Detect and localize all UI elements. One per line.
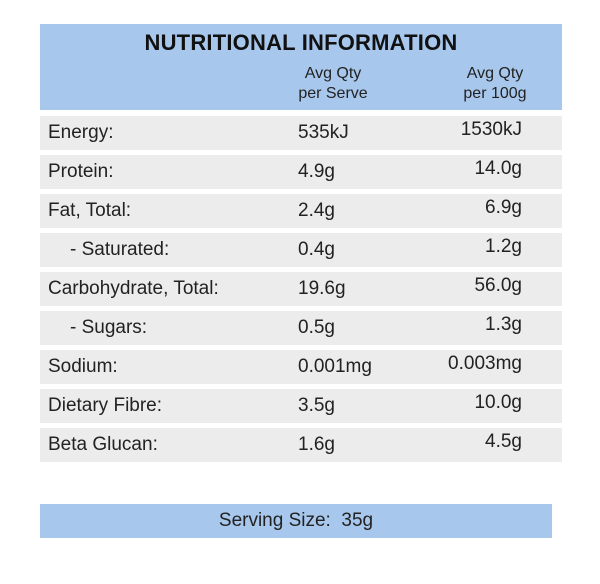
nutrient-label: Carbohydrate, Total: <box>48 278 219 299</box>
table-row: Beta Glucan: 1.6g 4.5g <box>40 428 562 462</box>
per-serve-value: 2.4g <box>298 200 335 221</box>
per-serve-value: 1.6g <box>298 434 335 455</box>
nutrient-label: Fat, Total: <box>48 200 132 221</box>
table-row: Sodium: 0.001mg 0.003mg <box>40 350 562 384</box>
column-header-per-100g: Avg Qty per 100g <box>442 64 548 104</box>
table-row: Fat, Total: 2.4g 6.9g <box>40 194 562 228</box>
per-serve-value: 535kJ <box>298 122 349 143</box>
per-serve-value: 0.5g <box>298 317 335 338</box>
panel-title: NUTRITIONAL INFORMATION <box>144 30 458 55</box>
serving-size-text: Serving Size: 35g <box>218 510 374 531</box>
nutrition-rows: Energy: 535kJ 1530kJ Protein: 4.9g 14.0g… <box>40 116 562 462</box>
table-row: - Sugars: 0.5g 1.3g <box>40 311 562 345</box>
table-row: Dietary Fibre: 3.5g 10.0g <box>40 389 562 423</box>
per-100g-value: 56.0g <box>474 275 522 296</box>
serving-size-bar: Serving Size: 35g <box>40 504 552 538</box>
nutrition-header: NUTRITIONAL INFORMATION Avg Qty per Serv… <box>40 24 562 110</box>
nutrient-label: Beta Glucan: <box>48 434 158 455</box>
nutrient-label: - Sugars: <box>70 317 148 338</box>
per-serve-value: 0.4g <box>298 239 335 260</box>
per-100g-value: 0.003mg <box>448 353 522 374</box>
nutrient-label: - Saturated: <box>70 239 170 260</box>
table-row: Protein: 4.9g 14.0g <box>40 155 562 189</box>
column-header-per-100g-line1: Avg Qty <box>466 65 524 82</box>
nutrient-label: Energy: <box>48 122 114 143</box>
nutrition-panel: NUTRITIONAL INFORMATION Avg Qty per Serv… <box>40 24 562 467</box>
column-header-per-serve-line1: Avg Qty <box>304 65 362 82</box>
per-serve-value: 0.001mg <box>298 356 372 377</box>
per-100g-value: 1.2g <box>485 236 522 257</box>
column-header-per-serve: Avg Qty per Serve <box>280 64 386 104</box>
per-100g-value: 10.0g <box>474 392 522 413</box>
column-header-per-100g-line2: per 100g <box>463 85 527 102</box>
nutrient-label: Protein: <box>48 161 114 182</box>
nutrient-label: Sodium: <box>48 356 118 377</box>
per-100g-value: 14.0g <box>474 158 522 179</box>
per-serve-value: 4.9g <box>298 161 335 182</box>
per-100g-value: 6.9g <box>485 197 522 218</box>
per-100g-value: 1.3g <box>485 314 522 335</box>
column-header-per-serve-line2: per Serve <box>298 85 368 102</box>
table-row: Carbohydrate, Total: 19.6g 56.0g <box>40 272 562 306</box>
table-row: Energy: 535kJ 1530kJ <box>40 116 562 150</box>
per-100g-value: 4.5g <box>485 431 522 452</box>
table-row: - Saturated: 0.4g 1.2g <box>40 233 562 267</box>
nutrient-label: Dietary Fibre: <box>48 395 163 416</box>
per-100g-value: 1530kJ <box>460 119 522 140</box>
per-serve-value: 19.6g <box>298 278 346 299</box>
per-serve-value: 3.5g <box>298 395 335 416</box>
